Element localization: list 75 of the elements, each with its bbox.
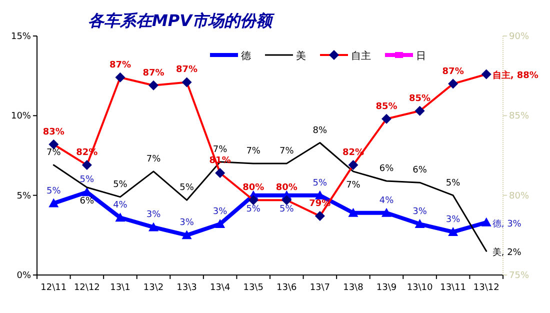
x-tick-label: 13\1 (110, 283, 130, 293)
data-label: 6% (412, 166, 428, 176)
y-tick-label: 0% (16, 271, 32, 281)
x-tick-label: 13\5 (243, 283, 264, 293)
y2-tick-label: 80% (509, 191, 530, 202)
point (48, 198, 59, 208)
data-label: 85% (409, 94, 431, 104)
x-tick-label: 12\12 (74, 283, 100, 293)
data-label: 87% (442, 66, 464, 77)
data-label: 4% (113, 200, 128, 211)
data-label: 80% (276, 183, 298, 194)
point (481, 217, 492, 226)
x-tick-label: 13\8 (343, 283, 364, 293)
data-label: 5% (46, 186, 62, 196)
x-tick-label: 13\4 (210, 283, 230, 293)
data-label: 3% (180, 218, 194, 228)
point (115, 212, 126, 222)
data-label: 5% (280, 204, 294, 214)
data-label: 83% (42, 127, 64, 138)
point (382, 208, 392, 217)
point (348, 208, 358, 217)
data-label: 7% (212, 144, 228, 155)
point (148, 222, 158, 232)
data-label: 7% (346, 180, 361, 190)
data-label: 5% (446, 178, 461, 188)
data-label: 7% (280, 146, 294, 156)
data-label: 7% (46, 148, 62, 158)
y2-tick-label: 90% (509, 32, 530, 42)
data-label: 80% (242, 183, 264, 194)
x-tick-label: 13\9 (376, 283, 397, 293)
point (314, 190, 325, 200)
data-label: 3% (412, 207, 428, 218)
y-tick-label: 10% (10, 112, 32, 122)
data-label: 3% (146, 210, 162, 220)
data-label: 7% (246, 146, 261, 156)
data-label: 5% (180, 183, 194, 194)
point (215, 219, 226, 228)
data-label: 6% (80, 196, 95, 206)
y2-tick-label: 75% (509, 271, 530, 281)
chart-title: 各车系在MPV市场的份额 (88, 11, 276, 30)
x-tick-label: 13\10 (406, 283, 434, 293)
point (182, 230, 192, 240)
data-label: 德, 3% (492, 218, 522, 230)
data-label: 6% (379, 164, 394, 174)
data-label: 85% (376, 102, 398, 112)
data-label: 87% (109, 60, 131, 70)
point (414, 219, 425, 228)
x-tick-label: 13\3 (176, 283, 197, 293)
data-label: 8% (312, 126, 328, 136)
y2-tick-label: 85% (509, 112, 530, 122)
y-tick-label: 5% (16, 191, 32, 202)
data-label: 5% (246, 204, 261, 214)
x-tick-label: 13\7 (310, 283, 330, 293)
legend-label: 美 (296, 50, 306, 62)
y-tick-label: 15% (10, 32, 32, 42)
data-label: 3% (446, 214, 461, 225)
data-label: 美, 2% (492, 247, 522, 258)
legend-label: 日 (416, 51, 426, 62)
x-tick-label: 12\11 (40, 283, 67, 293)
x-tick-label: 13\12 (473, 283, 500, 293)
data-label: 7% (146, 154, 162, 164)
point (448, 226, 458, 236)
data-label: 5% (312, 178, 328, 188)
data-label: 3% (212, 207, 228, 218)
x-tick-label: 13\2 (143, 283, 164, 293)
legend-label: 自主 (351, 50, 371, 62)
data-label: 4% (379, 196, 394, 206)
data-label: 87% (176, 65, 198, 76)
legend-label: 德 (241, 51, 251, 62)
data-label: 5% (80, 175, 95, 186)
data-label: 5% (113, 180, 128, 190)
x-tick-label: 13\6 (276, 283, 298, 293)
x-tick-label: 13\11 (440, 283, 466, 293)
data-label: 87% (142, 68, 164, 78)
data-label: 自主, 88% (492, 70, 538, 82)
